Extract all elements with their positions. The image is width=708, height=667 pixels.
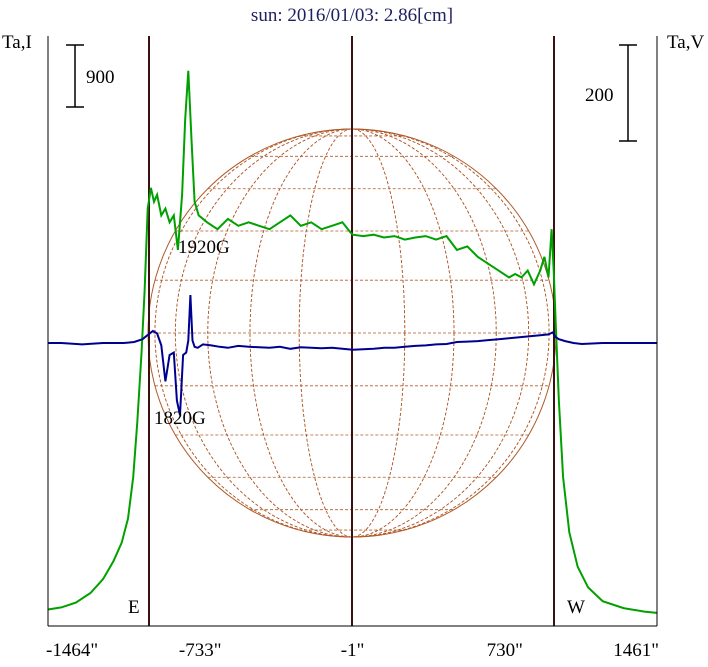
limb-lines: [148, 36, 555, 626]
series-line-polarization: [48, 294, 657, 416]
x-tick-label: 1461": [613, 640, 659, 661]
x-tick-label: -733": [179, 640, 222, 661]
left-scale-bar-label: 900: [86, 67, 115, 88]
plot-frame: [47, 36, 658, 627]
left-axis-label: Ta,I: [2, 32, 32, 53]
right-axis-label: Ta,V: [667, 32, 704, 53]
chart-title: sun: 2016/01/03: 2.86[cm]: [251, 5, 453, 26]
x-tick-labels: -1464" -733" -1" 730" 1461": [46, 640, 659, 661]
annotation-1820g: 1820G: [154, 408, 206, 429]
right-scale-bar-label: 200: [585, 85, 614, 106]
x-tick-label: 730": [487, 640, 523, 661]
right-scale-bar: [619, 44, 637, 142]
x-tick-label: -1464": [46, 640, 98, 661]
west-label: W: [567, 597, 585, 618]
annotation-1920g: 1920G: [178, 237, 230, 258]
x-tick-label: -1": [341, 640, 365, 661]
east-label: E: [128, 597, 140, 618]
left-scale-bar: [66, 44, 84, 108]
series-line-intensity: [47, 70, 658, 614]
